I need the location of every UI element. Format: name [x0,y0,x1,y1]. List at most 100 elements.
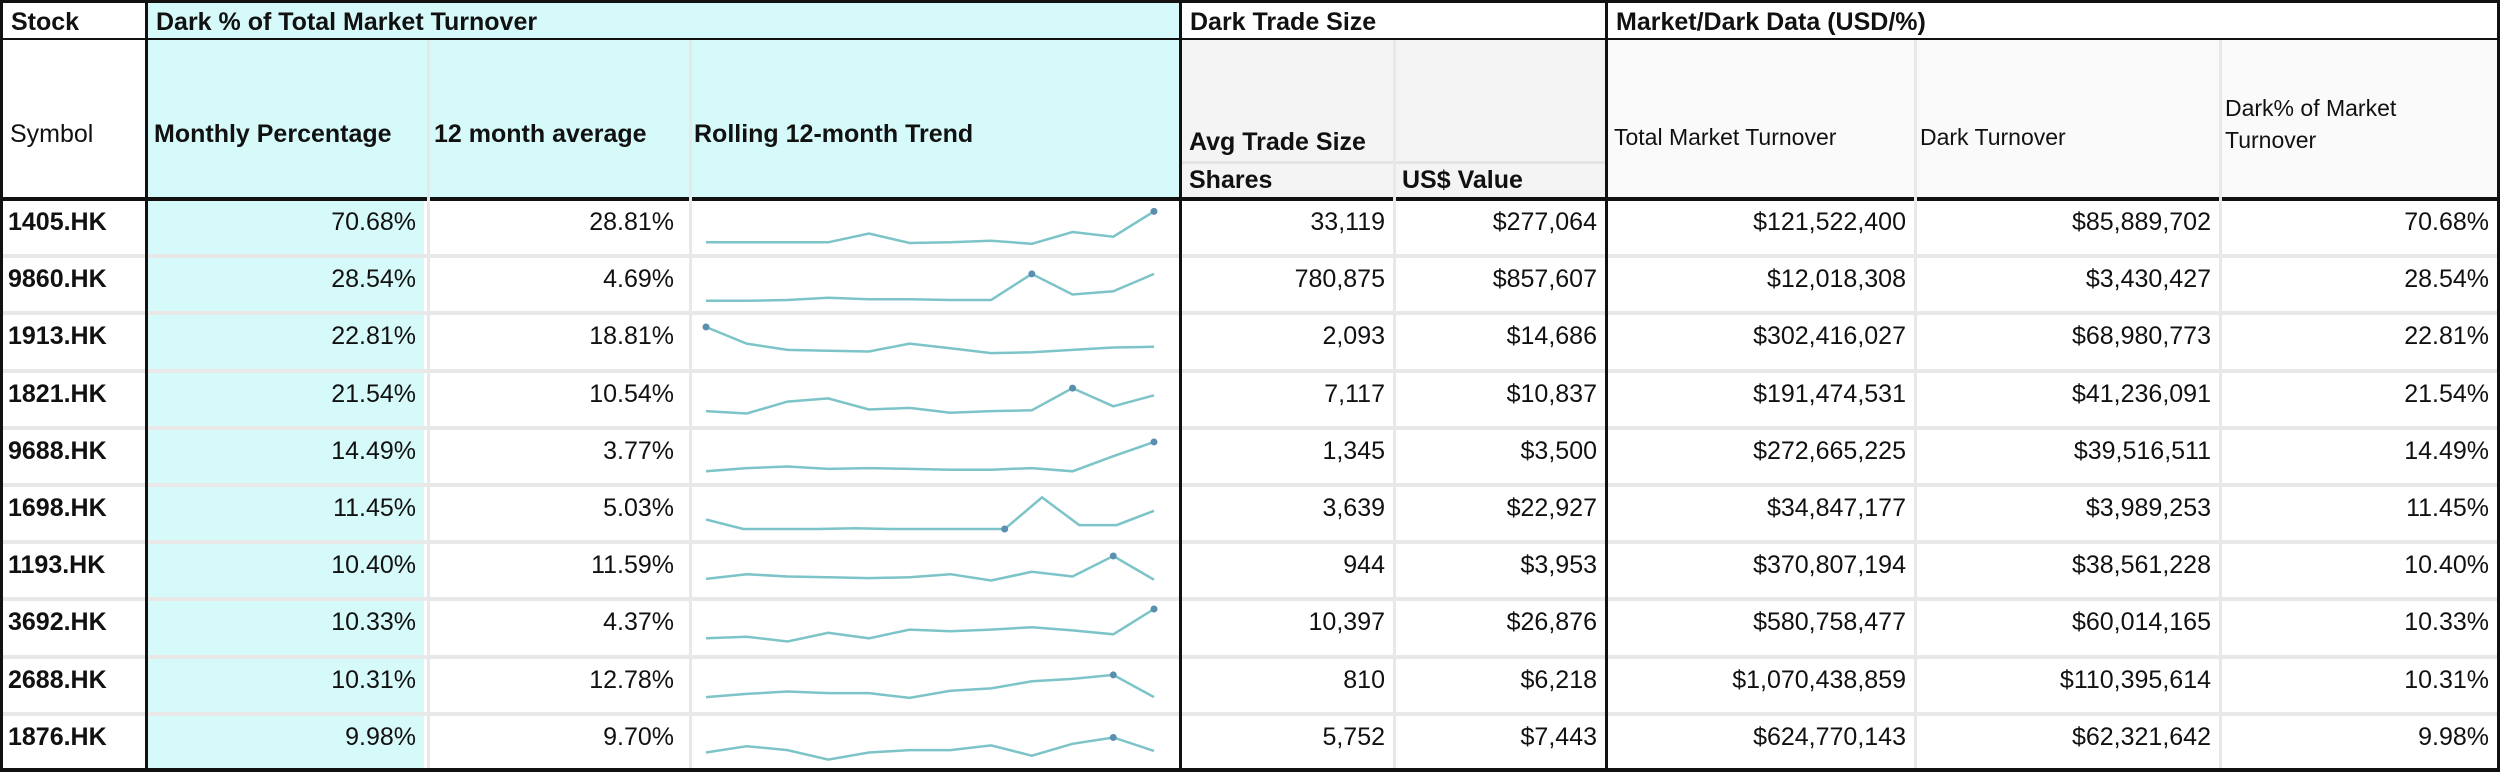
total-market-turnover-cell: $302,416,027 [1753,322,1906,351]
monthly-percentage-cell: 10.31% [148,658,424,713]
bottom-border [0,768,2500,772]
dark-turnover-cell: $60,014,165 [2071,608,2211,637]
dark-turnover-cell: $110,395,614 [2059,665,2211,694]
usd-value-cell: $7,443 [1520,722,1597,751]
twelve-month-average-cell: 5.03% [603,494,674,522]
total-market-turnover-cell: $12,018,308 [1766,265,1906,294]
trend-marker [1109,671,1117,679]
usd-value-cell: $3,500 [1520,436,1597,465]
trend-marker [1109,733,1117,741]
dark-turnover-cell: $3,430,427 [2085,265,2211,294]
symbol-cell: 9860.HK [8,265,107,294]
usd-value-column-header[interactable]: US$ Value [1402,166,1523,194]
shares-cell: 33,119 [1310,208,1385,236]
trend-sparkline [705,671,1155,699]
trend-sparkline [705,552,1155,582]
dark-turnover-cell: $85,889,702 [2071,208,2211,236]
column-divider [427,40,430,768]
twelve-month-average-cell: 3.77% [603,436,674,465]
trend-sparkline [705,605,1158,644]
dark-pct-cell: 22.81% [2404,322,2489,351]
symbol-column-header[interactable]: Symbol [10,120,94,148]
symbol-cell: 3692.HK [8,608,107,637]
dark-turnover-cell: $41,236,091 [2071,379,2211,408]
total-market-turnover-cell: $624,770,143 [1753,722,1906,751]
shares-cell: 810 [1343,665,1385,694]
trend-marker [1069,384,1077,392]
symbol-cell: 1876.HK [8,722,107,751]
dark-pct-cell: 11.45% [2406,494,2489,522]
trend-sparkline [705,495,1155,533]
dark-pct-cell: 70.68% [2404,208,2489,236]
row-separator [0,540,2500,545]
trend-line [705,673,1155,699]
trend-marker [1150,605,1158,613]
dark-trade-size-group-header: Dark Trade Size [1179,0,1608,40]
symbol-divider [145,40,148,772]
total-market-turnover-cell: $1,070,438,859 [1732,665,1906,694]
shares-cell: 1,345 [1322,436,1385,465]
row-separator [0,483,2500,487]
symbol-cell: 1821.HK [8,379,107,408]
monthly-percentage-cell: 22.81% [148,315,424,370]
symbol-cell: 1405.HK [8,208,107,236]
usd-value-cell: $6,218 [1520,665,1597,694]
monthly-percentage-cell: 14.49% [148,429,424,484]
row-separator [0,597,2500,602]
dark-pct-cell: 9.98% [2418,722,2489,751]
row-separator [0,368,2500,373]
trend-line [705,440,1155,473]
trend-line [706,272,1155,303]
usd-value-cell: $3,953 [1520,551,1597,580]
trend-sparkline [702,323,1155,355]
trend-marker [702,323,710,331]
dark-pct-cell: 10.40% [2404,551,2489,580]
twelve-month-average-cell: 18.81% [589,322,674,351]
dark-pct-market-turnover-column-header[interactable]: Dark% of Market Turnover [2225,92,2396,156]
trend-line [706,210,1155,246]
row-separator [0,711,2500,716]
dark-turnover-cell: $3,989,253 [2085,494,2211,522]
monthly-percentage-cell: 21.54% [148,372,424,427]
trend-sparkline [706,270,1155,303]
trend-sparkline [705,438,1158,473]
trend-marker [1150,207,1158,215]
trend-marker [1001,525,1009,533]
twelve-month-average-cell: 9.70% [603,722,674,751]
monthly-percentage-column-header[interactable]: Monthly Percentage [154,120,392,148]
usd-value-cell: $857,607 [1492,265,1597,294]
trend-sparkline [705,384,1155,415]
total-market-turnover-cell: $272,665,225 [1753,436,1906,465]
total-market-turnover-cell: $121,522,400 [1753,208,1906,236]
monthly-percentage-cell: 11.45% [148,487,424,542]
dark-pct-cell: 10.31% [2404,665,2489,694]
row-separator [0,311,2500,316]
mdd-header-bg [1608,40,2500,199]
twelve-month-average-cell: 4.69% [603,265,674,294]
twelve-month-average-cell: 4.37% [603,608,674,637]
header-bottom-border [0,197,2500,201]
trend-marker [1028,270,1036,278]
trend-line [705,326,1155,355]
trend-marker [1150,438,1158,446]
trend-marker [1109,552,1117,560]
right-border [2497,40,2500,772]
dark-pct-cell: 21.54% [2404,379,2489,408]
trend-line [705,386,1155,415]
trend-line [705,495,1155,531]
trend-sparkline [705,733,1155,761]
shares-column-header[interactable]: Shares [1189,166,1273,194]
dark-pct-cell: 14.49% [2404,436,2489,465]
twelve-month-average-column-header[interactable]: 12 month average [434,120,647,148]
twelve-month-average-cell: 11.59% [591,551,674,580]
market-dark-group-header: Market/Dark Data (USD/%) [1605,0,2500,40]
row-separator [0,654,2500,659]
usd-value-cell: $22,927 [1506,494,1597,522]
total-market-turnover-column-header[interactable]: Total Market Turnover [1614,124,1837,150]
shares-cell: 10,397 [1308,608,1385,637]
dark-pct-group-header: Dark % of Total Market Turnover [145,0,1182,40]
dark-pct-cell: 28.54% [2404,265,2489,294]
rolling-trend-column-header[interactable]: Rolling 12-month Trend [694,120,974,148]
usd-value-cell: $26,876 [1506,608,1597,637]
dark-turnover-column-header[interactable]: Dark Turnover [1920,124,2066,150]
